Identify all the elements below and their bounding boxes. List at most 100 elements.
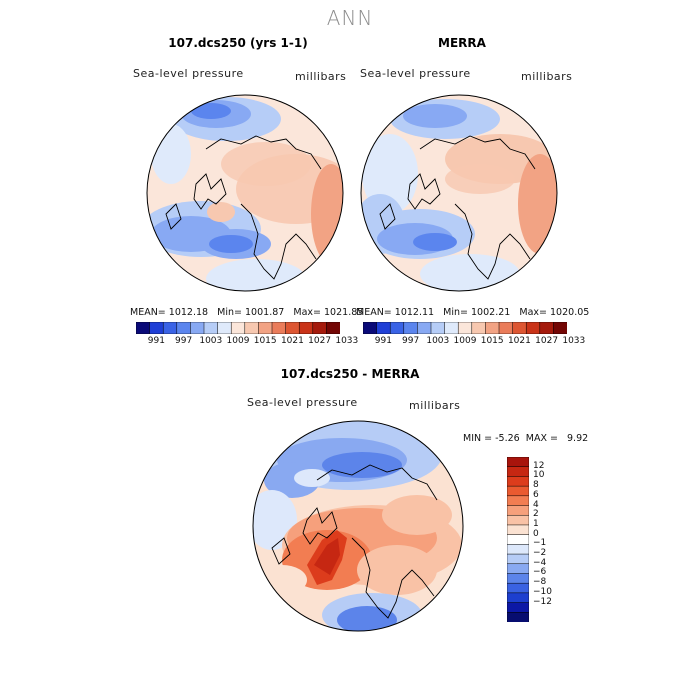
panel-obs-colorbar-swatch xyxy=(403,322,418,334)
panel-diff-colorbar-swatch xyxy=(507,505,529,516)
panel-obs-colorbar-swatch xyxy=(539,322,554,334)
panel-model-colorbar-tick-label: 1033 xyxy=(335,336,359,346)
panel-diff-colorbar-swatch xyxy=(507,553,529,565)
panel-diff-colorbar-tick-label: −10 xyxy=(533,586,552,597)
panel-obs-colorbar-swatch xyxy=(485,322,500,334)
panel-model-colorbar-swatch xyxy=(326,322,340,334)
panel-diff-colorbar-tick-label: −1 xyxy=(533,538,547,549)
panel-diff-colorbar-tick-label: 6 xyxy=(533,489,539,500)
panel-diff-colorbar-swatch xyxy=(507,485,529,497)
panel-obs-max-label: Max= xyxy=(519,307,547,318)
panel-diff-colorbar-tick-label: −12 xyxy=(533,596,552,607)
panel-model-colorbar-tick-label: 997 xyxy=(175,336,193,346)
panel-obs-colorbar-swatch xyxy=(430,322,446,334)
panel-diff-colorbar-tick-label: 2 xyxy=(533,509,539,520)
panel-model-colorbar-swatch xyxy=(162,322,178,334)
panel-obs-max-value: 1020.05 xyxy=(550,307,590,318)
panel-diff-max-label: MAX = xyxy=(525,433,558,444)
panel-model-polar-map xyxy=(146,94,344,292)
panel-model-variable-label: Sea-level pressure xyxy=(133,67,244,80)
panel-diff-min-label: MIN = xyxy=(463,433,493,444)
panel-diff-colorbar-tick-label: 12 xyxy=(533,460,545,471)
panel-diff-colorbar-swatch xyxy=(507,495,529,507)
panel-diff-colorbar-ticks: 12 10 8 6 4 2 1 0 −1 −2 −4 −6 −8 −10 −12 xyxy=(533,457,573,622)
panel-model-colorbar-swatch xyxy=(203,322,219,334)
panel-diff-title: 107.dcs250 - MERRA xyxy=(280,367,420,381)
panel-obs-map-border xyxy=(360,94,558,292)
panel-diff-map-border xyxy=(252,420,464,632)
panel-obs-colorbar-tick-label: 997 xyxy=(402,336,420,346)
panel-obs-colorbar-ticks: 991 997 1003 1009 1015 1021 1027 1033 xyxy=(363,336,585,348)
panel-diff-min-value: -5.26 xyxy=(495,433,520,444)
panel-obs-colorbar-swatch xyxy=(417,322,432,334)
panel-model-colorbar-swatch xyxy=(298,322,314,334)
panel-obs-colorbar-tick-label: 991 xyxy=(374,336,392,346)
panel-obs-colorbar-swatch xyxy=(525,322,541,334)
panel-obs-mean-label: MEAN= xyxy=(356,307,392,318)
panel-obs-colorbar-tick-label: 1003 xyxy=(426,336,450,346)
panel-diff-colorbar-tick-label: −4 xyxy=(533,557,547,568)
panel-model-colorbar-swatch xyxy=(136,322,151,334)
panel-obs-units-label: millibars xyxy=(521,70,573,83)
panel-obs-colorbar-swatch xyxy=(512,322,527,334)
panel-diff-colorbar-swatch xyxy=(507,524,529,536)
panel-obs-colorbar-swatch xyxy=(498,322,514,334)
panel-diff-max-value: 9.92 xyxy=(567,433,589,444)
panel-obs-colorbar-tick-label: 1009 xyxy=(453,336,477,346)
panel-model-colorbar-swatch xyxy=(258,322,273,334)
panel-model-colorbar-swatch xyxy=(190,322,205,334)
panel-model-colorbar-swatch xyxy=(217,322,232,334)
panel-model-colorbar-swatch xyxy=(285,322,300,334)
panel-diff-colorbar-swatch xyxy=(507,544,529,555)
panel-model-max-value: 1021.85 xyxy=(324,307,364,318)
panel-diff-colorbar-swatch xyxy=(507,602,529,613)
panel-diff-polar-map xyxy=(252,420,464,632)
panel-model-colorbar-swatch xyxy=(176,322,191,334)
panel-diff-units-label: millibars xyxy=(409,399,461,412)
panel-diff-variable-label: Sea-level pressure xyxy=(247,396,358,409)
panel-obs-colorbar-swatch xyxy=(471,322,486,334)
panel-obs-colorbar-tick-label: 1015 xyxy=(480,336,504,346)
panel-obs-mean-value: 1012.11 xyxy=(394,307,435,318)
panel-obs-polar-map xyxy=(360,94,558,292)
panel-obs-colorbar-tick-label: 1027 xyxy=(535,336,559,346)
panel-diff-colorbar-swatch xyxy=(507,573,529,584)
panel-model-colorbar-tick-label: 1015 xyxy=(253,336,277,346)
panel-model-colorbar-swatch xyxy=(271,322,287,334)
panel-model-colorbar-tick-label: 1027 xyxy=(308,336,332,346)
panel-model-mean-label: MEAN= xyxy=(130,307,166,318)
panel-diff-colorbar-swatch xyxy=(507,563,529,575)
panel-model-colorbar-tick-label: 991 xyxy=(147,336,165,346)
panel-obs-colorbar-swatch xyxy=(389,322,405,334)
panel-diff-colorbar xyxy=(507,457,529,622)
panel-diff-colorbar-tick-label: 1 xyxy=(533,518,539,529)
panel-obs-colorbar-swatch xyxy=(444,322,459,334)
panel-model-min-value: 1001.87 xyxy=(245,307,285,318)
panel-obs-colorbar-swatch xyxy=(363,322,378,334)
panel-model-stats: MEAN= 1012.18 Min= 1001.87 Max= 1021.85 xyxy=(130,307,363,318)
panel-model-colorbar-ticks: 991 997 1003 1009 1015 1021 1027 1033 xyxy=(136,336,358,348)
panel-diff-colorbar-swatch xyxy=(507,592,529,604)
panel-model-colorbar xyxy=(136,322,340,334)
panel-obs-colorbar xyxy=(363,322,567,334)
panel-obs-colorbar-swatch xyxy=(553,322,567,334)
panel-diff-colorbar-swatch xyxy=(507,476,529,487)
panel-diff-colorbar-swatch xyxy=(507,534,529,545)
panel-obs-stats: MEAN= 1012.11 Min= 1002.21 Max= 1020.05 xyxy=(356,307,589,318)
panel-obs-colorbar-tick-label: 1033 xyxy=(562,336,586,346)
panel-model-min-label: Min= xyxy=(217,307,242,318)
panel-obs-min-label: Min= xyxy=(443,307,468,318)
panel-diff-colorbar-tick-label: 8 xyxy=(533,480,539,491)
panel-diff-colorbar-swatch xyxy=(507,582,529,594)
panel-model-units-label: millibars xyxy=(295,70,347,83)
panel-model-colorbar-swatch xyxy=(244,322,259,334)
panel-model-max-label: Max= xyxy=(293,307,321,318)
panel-obs-variable-label: Sea-level pressure xyxy=(360,67,471,80)
panel-diff-colorbar-tick-label: −2 xyxy=(533,548,547,559)
panel-diff-colorbar-tick-label: −8 xyxy=(533,577,547,588)
panel-diff-colorbar-swatch xyxy=(507,514,529,526)
panel-model-colorbar-tick-label: 1009 xyxy=(226,336,250,346)
panel-model-colorbar-tick-label: 1003 xyxy=(199,336,223,346)
panel-diff-colorbar-swatch xyxy=(507,612,529,622)
panel-diff-stats: MIN = -5.26 MAX = 9.92 xyxy=(463,433,588,444)
